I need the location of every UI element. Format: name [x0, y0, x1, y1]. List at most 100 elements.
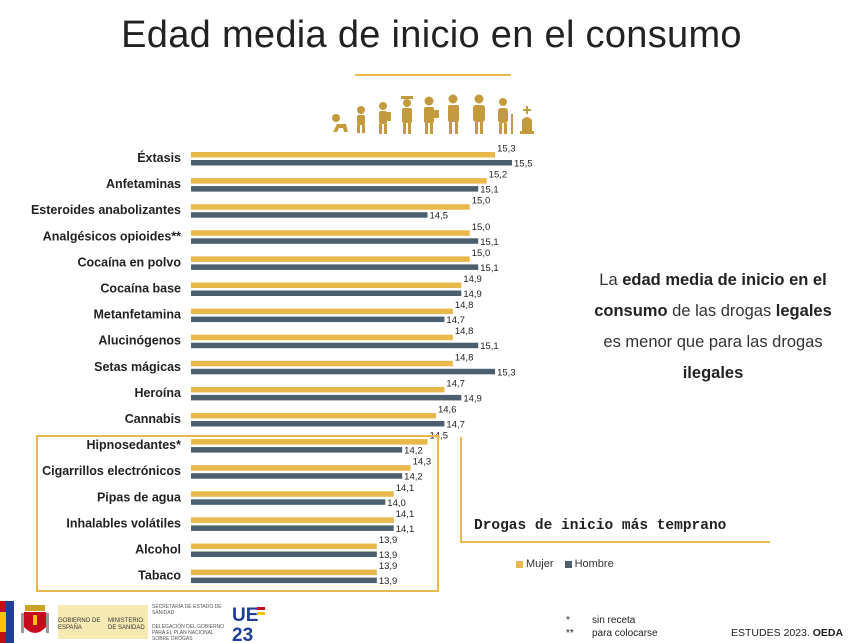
source-org: OEDA [812, 627, 844, 639]
bar-hombre [191, 499, 386, 505]
source-prefix: ESTUDES 2023. [731, 627, 813, 639]
callout-part: de las drogas [667, 302, 776, 320]
footnote-text: para colocarse [592, 628, 658, 639]
ue-logo-top: UE [232, 605, 258, 626]
value-label-hombre: 14,9 [463, 289, 482, 300]
ue-logo-bottom: 23 [232, 625, 253, 643]
bar-mujer [191, 282, 462, 288]
category-label: Anfetaminas [106, 177, 181, 191]
value-label-mujer: 14,1 [396, 483, 415, 494]
value-label-mujer: 15,3 [497, 144, 515, 155]
value-label-hombre: 15,1 [480, 185, 499, 196]
value-label-hombre: 14,2 [404, 472, 423, 483]
eu-presidency-logo: UE 23 [232, 605, 265, 643]
category-label: Tabaco [138, 569, 181, 583]
value-label-hombre: 14,0 [387, 498, 406, 509]
bar-mujer [191, 517, 394, 523]
category-label: Pipas de agua [97, 490, 182, 504]
value-label-mujer: 14,9 [463, 274, 482, 285]
legend-item-mujer: Mujer [516, 558, 554, 570]
value-label-hombre: 14,7 [446, 315, 465, 326]
footnote-row: ** para colocarse [566, 627, 658, 640]
value-label-mujer: 14,1 [396, 509, 415, 520]
value-label-mujer: 15,0 [472, 222, 491, 233]
early-onset-label: Drogas de inicio más temprano [474, 518, 727, 534]
bar-mujer [191, 152, 496, 158]
category-label: Heroína [134, 386, 182, 400]
gravestone-icon [520, 106, 534, 134]
callout-bold: ilegales [682, 364, 744, 382]
value-label-mujer: 15,2 [489, 170, 508, 181]
category-label: Analgésicos opioides** [43, 229, 181, 243]
bar-hombre [191, 551, 377, 557]
elder-cane-icon [498, 98, 513, 134]
category-label: Setas mágicas [94, 360, 181, 374]
legend-item-hombre: Hombre [564, 558, 614, 570]
bar-mujer [191, 204, 470, 210]
footnotes: * sin receta ** para colocarse [566, 614, 658, 640]
value-label-hombre: 14,2 [404, 446, 423, 457]
value-label-hombre: 14,5 [430, 211, 449, 222]
bar-mujer [191, 308, 453, 315]
value-label-hombre: 14,1 [396, 524, 415, 535]
callout-bold: legales [775, 302, 832, 320]
bar-hombre [191, 368, 496, 375]
bar-hombre [191, 264, 479, 270]
secretariat-text: SECRETARÍA DE ESTADO DE SANIDAD [152, 604, 222, 616]
bar-mujer [191, 230, 470, 236]
value-label-hombre: 14,7 [446, 420, 465, 431]
bar-hombre [191, 577, 377, 584]
chart-legend: Mujer Hombre [516, 558, 622, 570]
bar-mujer [191, 178, 487, 184]
value-label-hombre: 14,9 [463, 393, 482, 404]
bar-mujer [191, 360, 453, 367]
government-banner [58, 605, 148, 639]
delegation-text: DELEGACIÓN DEL GOBIERNO PARA EL PLAN NAC… [152, 624, 225, 642]
bar-mujer [191, 543, 377, 549]
value-label-hombre: 15,1 [480, 341, 499, 352]
value-label-mujer: 15,0 [472, 248, 491, 259]
bar-hombre [191, 394, 462, 401]
category-label: Alcohol [135, 543, 181, 557]
bar-mujer [191, 491, 394, 497]
sidebar-rule-horizontal [460, 541, 770, 543]
category-label: Esteroides anabolizantes [31, 203, 181, 217]
page-title: Edad media de inicio en el consumo [121, 14, 742, 56]
value-label-mujer: 14,7 [446, 378, 465, 389]
callout-text: La edad media de inicio en el consumo de… [588, 265, 838, 389]
value-label-mujer: 13,9 [379, 535, 398, 546]
callout-part: es menor que para las drogas [603, 333, 823, 351]
value-label-hombre: 13,9 [379, 550, 398, 561]
legend-swatch-hombre [564, 560, 572, 568]
source-note: ESTUDES 2023. OEDA [731, 627, 843, 639]
bar-hombre [191, 316, 445, 323]
eu-flag-stripe [6, 601, 14, 643]
title-underline [355, 74, 511, 76]
teen-icon [424, 96, 439, 134]
value-label-mujer: 14,8 [455, 326, 474, 337]
bar-hombre [191, 160, 512, 166]
category-label: Cigarrillos electrónicos [42, 464, 181, 478]
bar-mujer [191, 465, 411, 471]
bar-hombre [191, 525, 394, 531]
value-label-hombre: 15,1 [480, 237, 499, 248]
value-label-hombre: 15,1 [480, 263, 499, 274]
bar-hombre [191, 342, 479, 349]
value-label-mujer: 15,0 [472, 196, 491, 207]
early-onset-highlight-box [36, 435, 439, 592]
bar-mujer [191, 439, 428, 445]
value-label-hombre: 15,5 [514, 159, 533, 170]
government-label: GOBIERNO DE ESPAÑA [58, 618, 101, 631]
category-label: Cannabis [125, 412, 181, 426]
value-label-hombre: 15,3 [497, 367, 515, 378]
category-label: Alucinógenos [98, 334, 181, 348]
bar-mujer [191, 413, 436, 419]
category-label: Hipnosedantes* [87, 438, 182, 452]
bar-hombre [191, 212, 428, 218]
bar-hombre [191, 447, 403, 453]
legend-swatch-mujer [516, 560, 523, 568]
bar-mujer [191, 386, 445, 393]
category-label: Cocaína base [100, 282, 181, 296]
value-label-mujer: 14,8 [455, 300, 474, 311]
